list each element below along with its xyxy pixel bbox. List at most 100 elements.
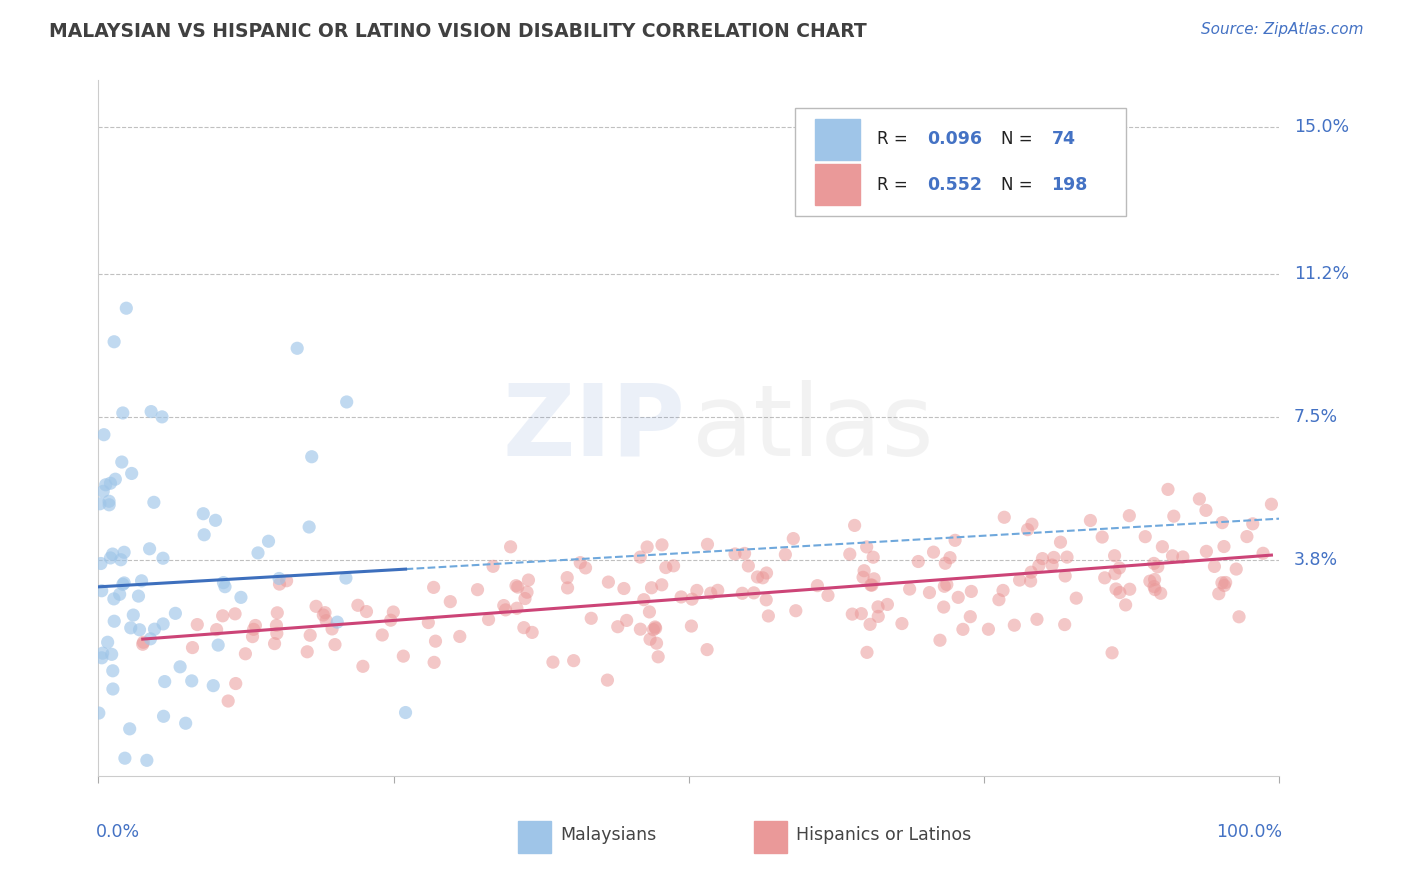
Point [922, 545, 945, 559]
Point [868, 609, 890, 624]
Point [235, 647, 257, 661]
Point [477, 613, 499, 627]
Point [100, 648, 122, 662]
Point [93, 427, 115, 442]
Point [844, 518, 866, 533]
Point [247, 546, 270, 560]
Point [907, 554, 929, 568]
Text: atlas: atlas [693, 380, 934, 476]
Point [128, 623, 150, 637]
Text: Source: ZipAtlas.com: Source: ZipAtlas.com [1201, 22, 1364, 37]
Point [943, 533, 966, 548]
Point [152, 551, 174, 566]
Point [959, 609, 981, 624]
Point [613, 582, 636, 596]
Point [918, 585, 941, 599]
Point [655, 560, 678, 574]
Point [1028, 558, 1050, 573]
Point [1101, 646, 1123, 660]
Point [1161, 549, 1184, 563]
Point [513, 591, 536, 606]
Point [987, 592, 1010, 607]
Text: 0.552: 0.552 [928, 176, 983, 194]
Text: 0.0%: 0.0% [96, 823, 141, 841]
Point [121, 467, 143, 481]
Point [382, 605, 405, 619]
Point [1150, 586, 1173, 600]
Point [112, 576, 135, 591]
Point [422, 581, 444, 595]
Point [89, 497, 111, 511]
Point [1049, 535, 1071, 549]
Point [150, 409, 173, 424]
Point [934, 579, 956, 593]
Point [1026, 612, 1049, 626]
Point [1043, 550, 1066, 565]
Point [152, 616, 174, 631]
Point [1251, 546, 1274, 560]
Point [193, 528, 215, 542]
Point [516, 585, 538, 599]
Point [225, 676, 247, 690]
Point [111, 577, 134, 591]
Point [202, 679, 225, 693]
Point [1171, 549, 1194, 564]
Point [211, 608, 233, 623]
Point [197, 805, 219, 819]
Point [91, 646, 114, 660]
Point [993, 510, 1015, 524]
Point [138, 541, 160, 556]
Point [960, 584, 983, 599]
Point [423, 656, 446, 670]
Point [681, 592, 703, 607]
Point [380, 613, 402, 627]
Point [269, 577, 291, 591]
Point [647, 649, 669, 664]
Point [263, 637, 285, 651]
Point [562, 654, 585, 668]
Point [266, 618, 288, 632]
Point [326, 615, 349, 629]
Point [669, 590, 692, 604]
Point [860, 578, 883, 592]
Point [143, 622, 166, 636]
Point [336, 395, 359, 409]
Point [1040, 558, 1063, 572]
Point [1104, 566, 1126, 581]
Point [1146, 559, 1168, 574]
Text: 100.0%: 100.0% [1216, 823, 1282, 841]
Point [742, 586, 765, 600]
Point [935, 577, 957, 591]
Point [103, 614, 125, 628]
Point [1031, 551, 1053, 566]
Text: R =: R = [877, 130, 912, 148]
Text: 3.8%: 3.8% [1294, 550, 1337, 568]
Point [312, 607, 335, 622]
Point [418, 615, 440, 630]
Point [321, 622, 343, 636]
Point [347, 599, 370, 613]
Point [640, 581, 662, 595]
Point [212, 575, 235, 590]
Point [755, 566, 778, 580]
Point [557, 581, 579, 595]
Point [755, 592, 778, 607]
Point [1054, 569, 1077, 583]
Point [323, 638, 346, 652]
Point [579, 611, 602, 625]
Point [153, 674, 176, 689]
Point [598, 575, 620, 590]
Point [101, 547, 124, 561]
Point [299, 628, 322, 642]
Point [315, 614, 337, 628]
Point [112, 545, 135, 559]
Point [103, 591, 125, 606]
Point [1119, 582, 1142, 597]
Point [98, 498, 121, 512]
Point [1053, 617, 1076, 632]
Point [499, 540, 522, 554]
Point [1135, 530, 1157, 544]
Point [1019, 565, 1042, 579]
Point [1163, 509, 1185, 524]
Point [1213, 540, 1236, 554]
